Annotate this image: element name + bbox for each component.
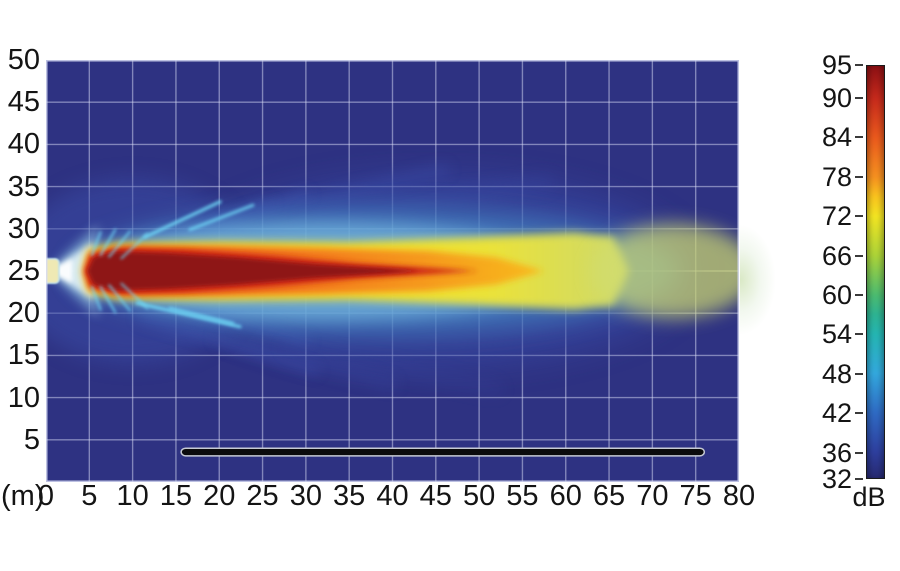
y-tick-label: 5	[23, 423, 40, 456]
y-tick-label: 50	[7, 44, 40, 76]
field-layer-line	[188, 203, 255, 232]
colorbar-tick	[855, 478, 863, 480]
obstacle-bar	[180, 447, 706, 457]
x-tick-label: 35	[333, 480, 366, 512]
colorbar-unit-label: dB	[852, 482, 886, 512]
x-tick-label: 40	[376, 480, 409, 512]
x-tick-label: 25	[246, 480, 279, 512]
y-tick-label: 30	[7, 212, 40, 245]
field-layer-line	[120, 232, 149, 260]
field-layer-line	[283, 341, 502, 395]
y-tick-label: 10	[7, 381, 40, 414]
y-tick-label: 15	[7, 339, 40, 372]
colorbar-tick	[855, 175, 863, 178]
colorbar-tick-label: 60	[821, 280, 852, 310]
x-tick-label: 20	[203, 480, 236, 512]
field-layer-line	[143, 200, 222, 239]
colorbar-tick	[855, 372, 863, 375]
x-axis-unit-label: (m)	[1, 480, 45, 512]
colorbar-tick-label: 84	[821, 122, 852, 153]
field-layer-line	[99, 286, 117, 314]
colorbar-tick-label: 36	[821, 437, 852, 468]
x-tick-label: 5	[81, 480, 98, 512]
field-layer-line	[108, 230, 132, 258]
field-layer-line	[99, 228, 117, 256]
colorbar-tick-label: 54	[821, 319, 852, 350]
colorbar-tick	[855, 136, 863, 139]
colorbar-tick	[855, 451, 863, 454]
x-tick-label: 75	[679, 480, 712, 512]
colorbar-tick	[855, 254, 863, 257]
colorbar-tick	[855, 215, 863, 218]
colorbar-tick	[855, 64, 863, 66]
colorbar-tick	[855, 294, 863, 296]
field-layer-line	[168, 306, 235, 325]
colorbar-tick-label: 72	[821, 201, 852, 232]
x-tick-label: 55	[506, 480, 539, 512]
y-tick-label: 35	[7, 170, 40, 203]
x-tick-label: 45	[419, 480, 452, 512]
x-tick-label: 50	[462, 480, 496, 512]
field-layer-line	[108, 284, 132, 312]
colorbar-tick-label: 32	[821, 464, 852, 494]
x-tick-label: 0	[37, 480, 55, 512]
source-marker	[46, 257, 60, 285]
y-tick-label: 40	[7, 128, 40, 161]
heatmap-plot-area	[46, 60, 739, 482]
y-tick-label: 25	[7, 255, 40, 287]
x-tick-label: 60	[549, 480, 582, 512]
beam-spill-glow	[740, 212, 786, 348]
colorbar-tick	[855, 333, 863, 336]
colorbar-tick-label: 78	[821, 161, 852, 192]
colorbar-tick	[855, 412, 863, 415]
field-layer-polygon	[48, 259, 72, 283]
field-layer-line	[214, 333, 398, 390]
x-tick-label: 10	[116, 480, 149, 512]
field-layer-ellipse	[591, 223, 739, 319]
colorbar-tick-label: 48	[821, 358, 852, 389]
colorbar-tick-label: 66	[821, 240, 852, 271]
x-tick-label: 30	[289, 480, 322, 512]
x-tick-label: 65	[592, 480, 626, 512]
colorbar-gradient	[866, 65, 885, 479]
field-layer-line	[90, 286, 102, 311]
y-tick-label: 45	[7, 86, 40, 119]
field-layer-line	[135, 301, 242, 329]
colorbar-tick-label: 42	[821, 398, 852, 429]
x-tick-label: 15	[159, 480, 193, 512]
plot-frame	[46, 60, 739, 482]
y-tick-label: 20	[7, 297, 40, 330]
field-layer-line	[90, 231, 102, 256]
colorbar-tick-label: 95	[821, 50, 852, 80]
colorbar-tick	[855, 96, 863, 99]
x-tick-label: 70	[636, 480, 669, 512]
x-tick-label: 80	[722, 480, 756, 512]
colorbar-tick-label: 90	[821, 82, 852, 113]
spl-heatmap	[46, 60, 739, 482]
